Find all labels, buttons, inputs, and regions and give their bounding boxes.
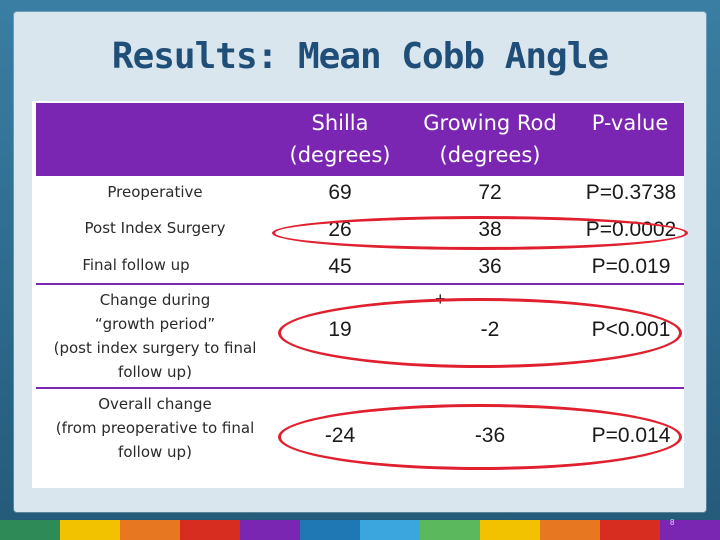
row-label-overall-line1: Overall change [98, 395, 212, 413]
row-label-preoperative: Preoperative [107, 183, 203, 201]
row-label-change-line2: “growth period” [94, 315, 216, 333]
color-bar-segment [180, 520, 240, 540]
page-number: 8 [670, 518, 675, 527]
color-bar-segment [540, 520, 600, 540]
table-header-row [36, 103, 684, 173]
color-bar-segment [600, 520, 660, 540]
row-label-post-index: Post Index Surgery [84, 219, 226, 237]
cell-growing-preoperative: 72 [478, 181, 502, 204]
color-bar-segment [60, 520, 120, 540]
header-pvalue: P-value [591, 111, 669, 135]
decorative-color-bar [0, 520, 720, 540]
cell-pvalue-final: P=0.019 [591, 255, 671, 278]
row-label-change-line3: (post index surgery to final [53, 339, 257, 357]
row-label-change-line1: Change during [99, 291, 211, 309]
cell-shilla-final: 45 [328, 255, 352, 278]
header-growing-line1: Growing Rod [423, 111, 557, 135]
color-bar-segment [0, 520, 60, 540]
color-bar-segment [300, 520, 360, 540]
color-bar-segment [660, 520, 720, 540]
highlight-ellipse-overall [278, 404, 682, 470]
highlight-ellipse-change [278, 298, 682, 368]
cell-growing-final: 36 [478, 255, 502, 278]
row-label-change-line4: follow up) [118, 363, 192, 381]
color-bar-segment [420, 520, 480, 540]
color-bar-segment [240, 520, 300, 540]
color-bar-segment [480, 520, 540, 540]
slide-title: Results: Mean Cobb Angle [111, 36, 609, 77]
row-label-overall-line3: follow up) [118, 443, 192, 461]
cell-pvalue-preoperative: P=0.3738 [585, 181, 677, 204]
color-bar-segment [120, 520, 180, 540]
row-label-final-followup: Final follow up [82, 256, 190, 274]
highlight-ellipse-post-index [272, 216, 688, 250]
header-growing-line2: (degrees) [439, 143, 541, 167]
header-shilla-line1: Shilla [311, 111, 369, 135]
color-bar-segment [360, 520, 420, 540]
cell-shilla-preoperative: 69 [328, 181, 352, 204]
row-label-overall-line2: (from preoperative to final [55, 419, 255, 437]
header-shilla-line2: (degrees) [289, 143, 391, 167]
